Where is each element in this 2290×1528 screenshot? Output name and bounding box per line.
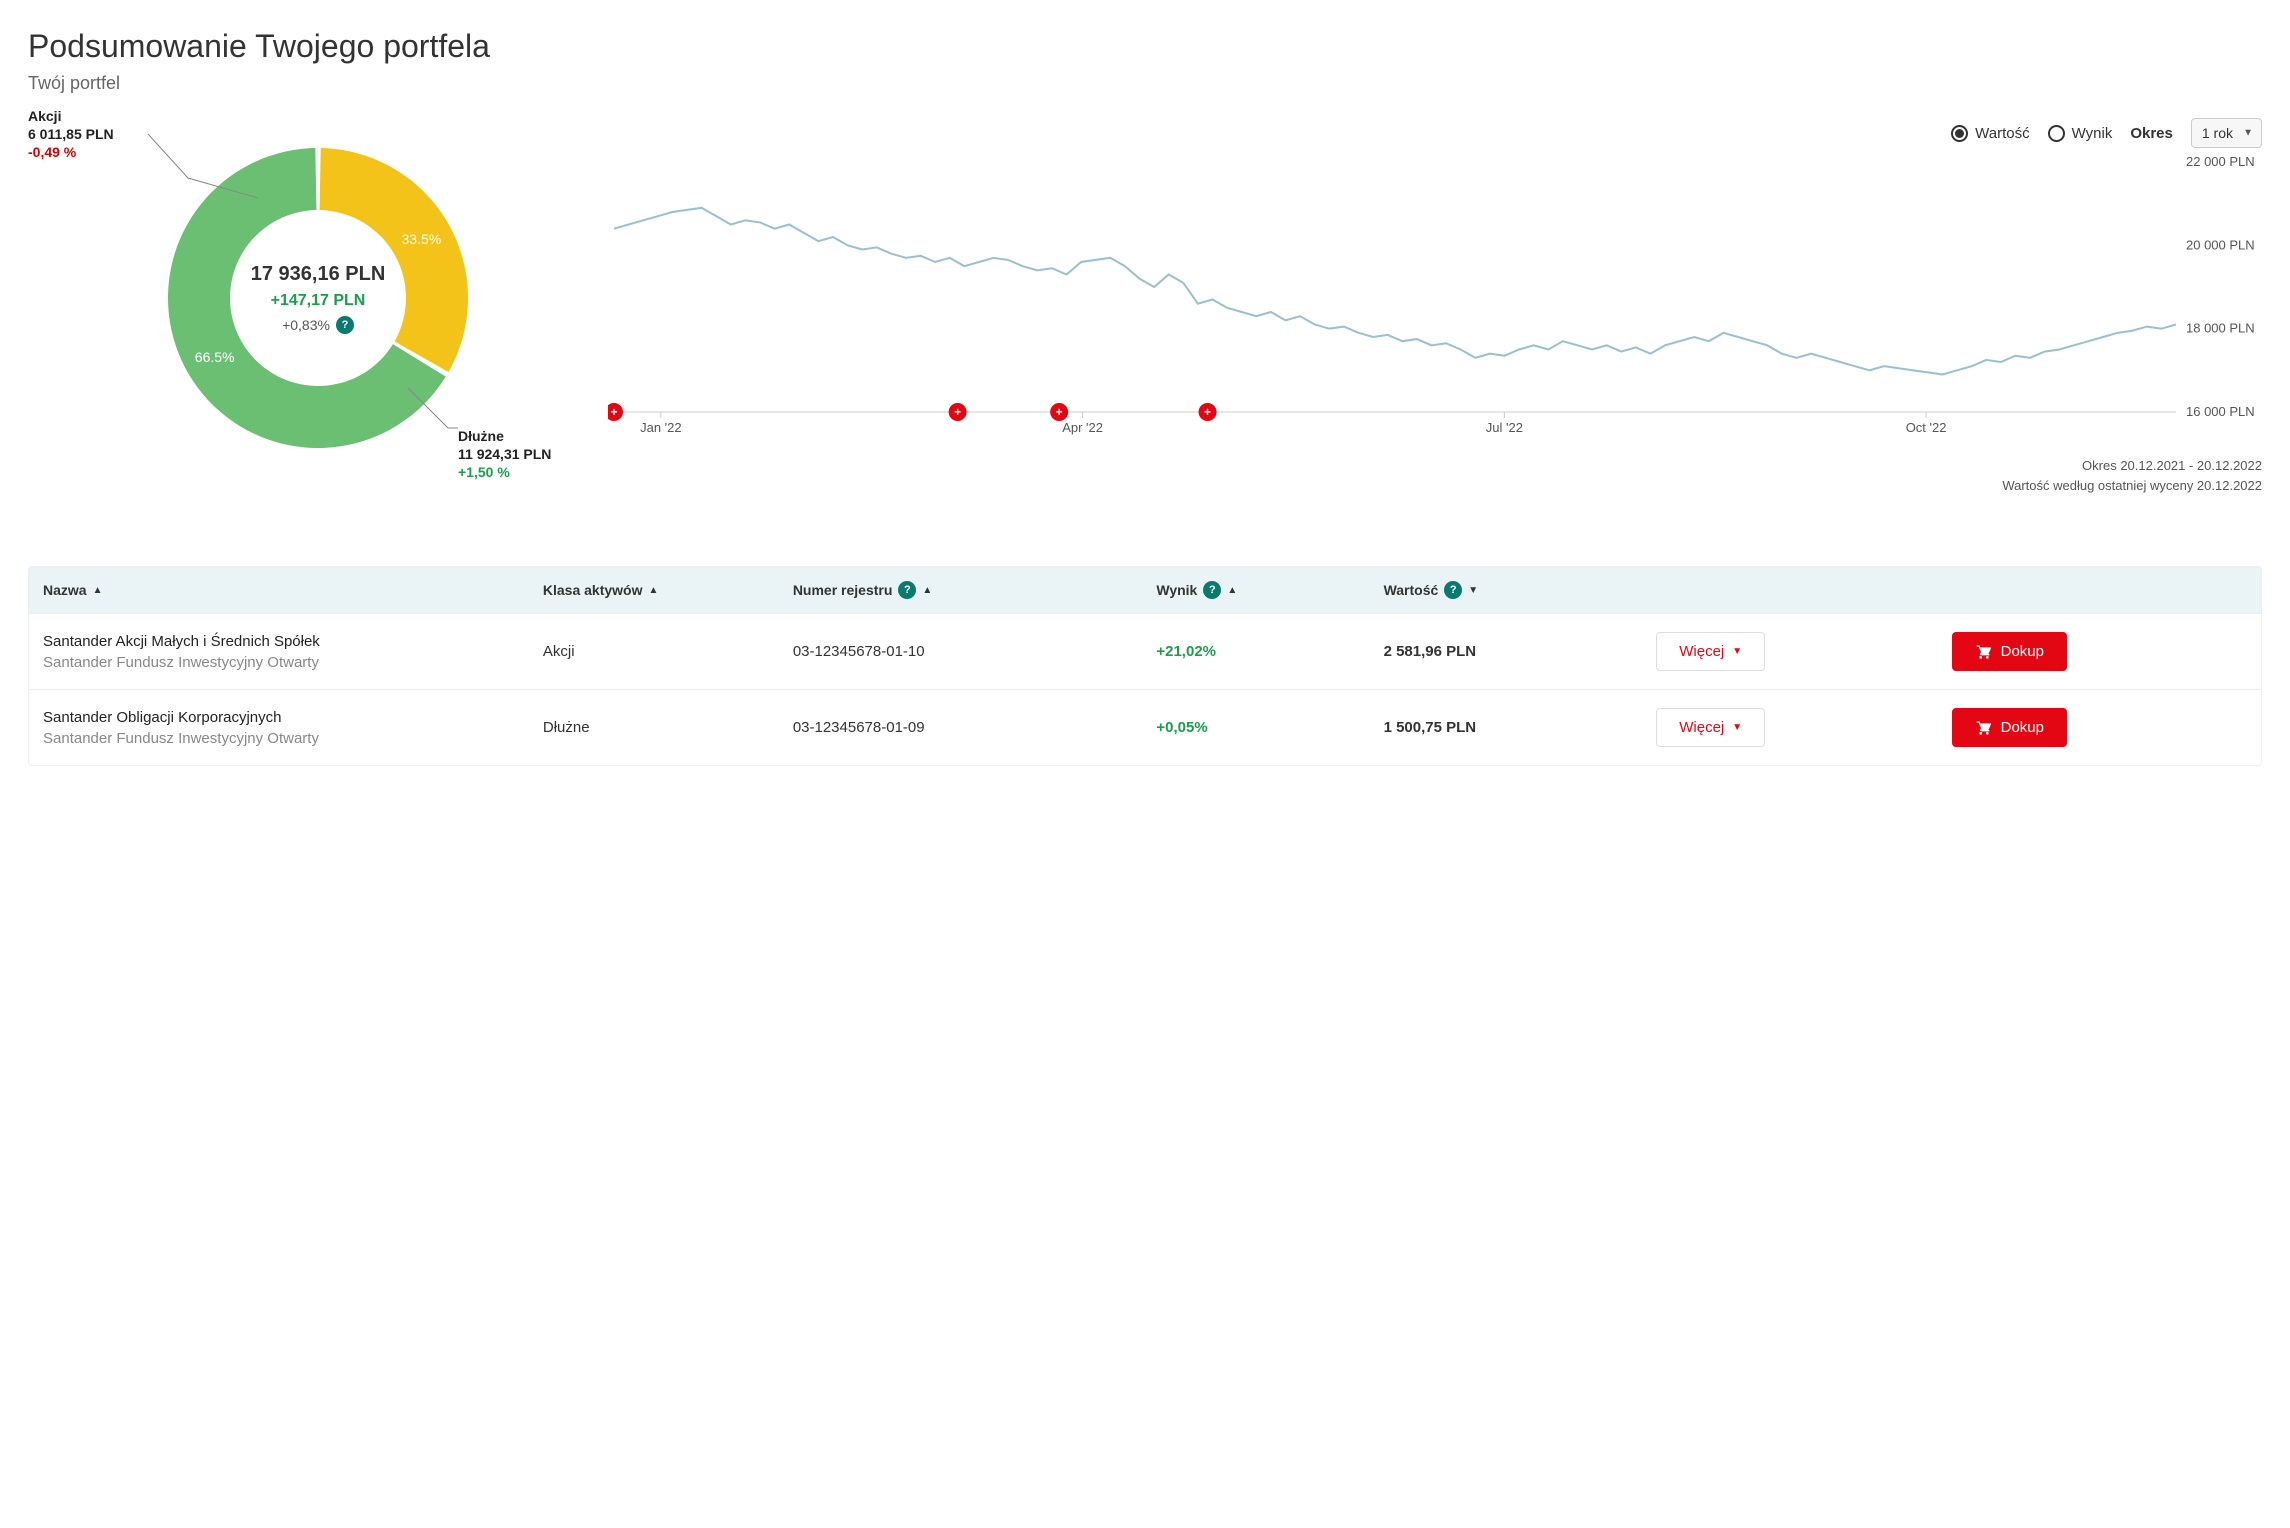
- radio-value[interactable]: Wartość: [1951, 125, 2029, 142]
- fund-value-cell: 2 581,96 PLN: [1384, 643, 1657, 660]
- radio-dot-icon: [2048, 125, 2065, 142]
- line-chart-footer: Okres 20.12.2021 - 20.12.2022 Wartość we…: [608, 456, 2262, 495]
- col-wynik-label: Wynik: [1156, 582, 1197, 598]
- col-klass[interactable]: Klasa aktywów ▲: [543, 582, 793, 598]
- line-chart: 16 000 PLN 18 000 PLN 20 000 PLN 22 000 PLN…: [608, 156, 2262, 446]
- donut-label-akcji-value: 6 011,85 PLN: [28, 126, 114, 142]
- page-subtitle: Twój portfel: [28, 73, 2262, 94]
- event-marker[interactable]: +: [1050, 403, 1068, 421]
- x-tick-label: Apr '22: [1062, 420, 1103, 435]
- fund-table-header: Nazwa ▲ Klasa aktywów ▲ Numer rejestru ? ▲…: [29, 567, 2261, 613]
- x-tick-label: Jan '22: [640, 420, 682, 435]
- table-row: Santander Akcji Małych i Średnich Spółek…: [29, 613, 2261, 689]
- radio-value-label: Wartość: [1975, 125, 2029, 142]
- period-label: Okres: [2130, 125, 2173, 142]
- more-button[interactable]: Więcej ▼: [1656, 708, 1765, 747]
- buy-button-label: Dokup: [2001, 643, 2044, 660]
- buy-button[interactable]: Dokup: [1952, 632, 2067, 671]
- fund-name-cell: Santander Obligacji Korporacyjnych Santa…: [43, 709, 543, 747]
- cart-icon: [1975, 720, 1993, 736]
- y-tick-label: 16 000 PLN: [2186, 404, 2255, 419]
- y-tick-label: 22 000 PLN: [2186, 156, 2255, 169]
- y-tick-label: 18 000 PLN: [2186, 321, 2255, 336]
- donut-label-dluzne-value: 11 924,31 PLN: [458, 446, 551, 462]
- period-select[interactable]: 1 rok: [2191, 118, 2262, 148]
- donut-chart-panel: 33.5%66.5% 17 936,16 PLN +147,17 PLN +0,…: [28, 118, 568, 538]
- fund-name-secondary: Santander Fundusz Inwestycyjny Otwarty: [43, 654, 543, 671]
- col-reg-label: Numer rejestru: [793, 582, 893, 598]
- col-wartosc[interactable]: Wartość ? ▼: [1384, 581, 1657, 599]
- line-chart-controls: Wartość Wynik Okres 1 rok: [608, 118, 2262, 148]
- help-icon[interactable]: ?: [898, 581, 916, 599]
- fund-buy-cell: Dokup: [1952, 632, 2247, 671]
- event-marker[interactable]: +: [608, 403, 623, 421]
- fund-name-primary: Santander Obligacji Korporacyjnych: [43, 709, 543, 726]
- buy-button[interactable]: Dokup: [1952, 708, 2067, 747]
- fund-register-cell: 03-12345678-01-10: [793, 643, 1157, 660]
- fund-buy-cell: Dokup: [1952, 708, 2247, 747]
- fund-class-cell: Dłużne: [543, 719, 793, 736]
- radio-dot-icon: [1951, 125, 1968, 142]
- portfolio-value-line: [614, 208, 2176, 375]
- donut-share-label-akcji: 33.5%: [402, 231, 442, 247]
- sort-asc-icon: ▲: [1227, 585, 1237, 596]
- x-tick-label: Oct '22: [1906, 420, 1947, 435]
- event-marker[interactable]: +: [949, 403, 967, 421]
- sort-asc-icon: ▲: [922, 585, 932, 596]
- col-klass-label: Klasa aktywów: [543, 582, 643, 598]
- fund-result-cell: +0,05%: [1156, 719, 1383, 736]
- fund-more-cell: Więcej ▼: [1656, 708, 1951, 747]
- svg-text:+: +: [610, 405, 617, 419]
- donut-label-dluzne-name: Dłużne: [458, 428, 551, 444]
- donut-share-label-dluzne: 66.5%: [195, 349, 235, 365]
- fund-register-cell: 03-12345678-01-09: [793, 719, 1157, 736]
- svg-text:+: +: [954, 405, 961, 419]
- caret-down-icon: ▼: [1732, 646, 1742, 657]
- sort-asc-icon: ▲: [648, 585, 658, 596]
- donut-label-akcji-name: Akcji: [28, 108, 114, 124]
- col-name-label: Nazwa: [43, 582, 87, 598]
- col-wartosc-label: Wartość: [1384, 582, 1439, 598]
- table-row: Santander Obligacji Korporacyjnych Santa…: [29, 689, 2261, 765]
- sort-asc-icon: ▲: [93, 585, 103, 596]
- caret-down-icon: ▼: [1732, 722, 1742, 733]
- fund-result-cell: +21,02%: [1156, 643, 1383, 660]
- fund-name-primary: Santander Akcji Małych i Średnich Spółek: [43, 633, 543, 650]
- col-name[interactable]: Nazwa ▲: [43, 582, 543, 598]
- svg-text:+: +: [1056, 405, 1063, 419]
- more-button[interactable]: Więcej ▼: [1656, 632, 1765, 671]
- fund-table: Nazwa ▲ Klasa aktywów ▲ Numer rejestru ? ▲…: [28, 566, 2262, 766]
- more-button-label: Więcej: [1679, 643, 1724, 660]
- fund-name-cell: Santander Akcji Małych i Średnich Spółek…: [43, 633, 543, 671]
- donut-chart: 33.5% 66.5%: [168, 148, 468, 448]
- donut-label-akcji: Akcji 6 011,85 PLN -0,49 %: [28, 108, 114, 160]
- donut-label-dluzne-pct: +1,50 %: [458, 464, 551, 480]
- svg-text:+: +: [1204, 405, 1211, 419]
- fund-class-cell: Akcji: [543, 643, 793, 660]
- col-reg[interactable]: Numer rejestru ? ▲: [793, 581, 1157, 599]
- fund-more-cell: Więcej ▼: [1656, 632, 1951, 671]
- fund-value-cell: 1 500,75 PLN: [1384, 719, 1657, 736]
- sort-desc-icon: ▼: [1468, 585, 1478, 596]
- line-chart-valuation-text: Wartość według ostatniej wyceny 20.12.20…: [608, 476, 2262, 496]
- x-tick-label: Jul '22: [1486, 420, 1523, 435]
- buy-button-label: Dokup: [2001, 719, 2044, 736]
- help-icon[interactable]: ?: [1444, 581, 1462, 599]
- line-chart-period-text: Okres 20.12.2021 - 20.12.2022: [608, 456, 2262, 476]
- radio-result-label: Wynik: [2072, 125, 2113, 142]
- event-marker[interactable]: +: [1199, 403, 1217, 421]
- fund-name-secondary: Santander Fundusz Inwestycyjny Otwarty: [43, 730, 543, 747]
- help-icon[interactable]: ?: [1203, 581, 1221, 599]
- more-button-label: Więcej: [1679, 719, 1724, 736]
- radio-result[interactable]: Wynik: [2048, 125, 2113, 142]
- y-tick-label: 20 000 PLN: [2186, 237, 2255, 252]
- cart-icon: [1975, 644, 1993, 660]
- line-chart-panel: Wartość Wynik Okres 1 rok 16 000 PLN 18 0…: [608, 118, 2262, 495]
- col-wynik[interactable]: Wynik ? ▲: [1156, 581, 1383, 599]
- page-title: Podsumowanie Twojego portfela: [28, 28, 2262, 65]
- donut-slice-akcji[interactable]: [320, 148, 468, 372]
- donut-label-akcji-pct: -0,49 %: [28, 144, 114, 160]
- donut-label-dluzne: Dłużne 11 924,31 PLN +1,50 %: [458, 428, 551, 480]
